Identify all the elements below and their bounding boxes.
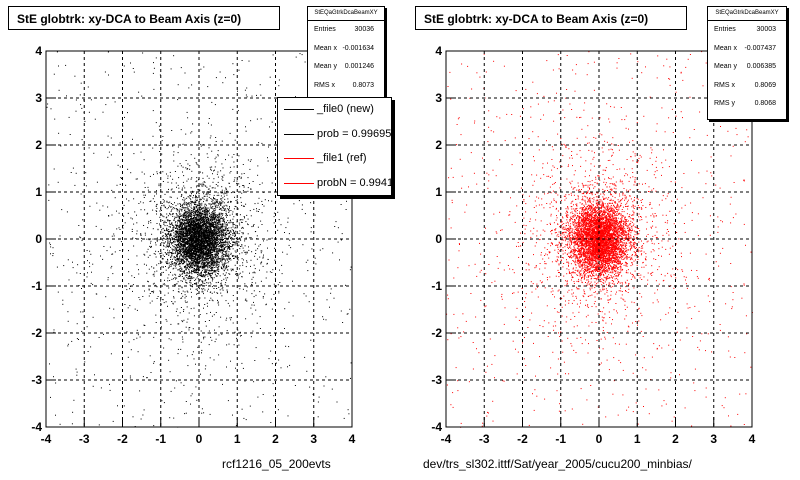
y-tick-label: -1 bbox=[431, 279, 442, 293]
legend-entry: _file0 (new) bbox=[278, 98, 391, 123]
left-stats-row: Mean y 0.001246 bbox=[314, 63, 374, 70]
legend-line-file0 bbox=[284, 109, 314, 110]
right-panel-title: StE globtrk: xy-DCA to Beam Axis (z=0) bbox=[415, 6, 687, 30]
y-tick-label: 0 bbox=[435, 232, 442, 246]
x-tick-label: -3 bbox=[479, 432, 490, 446]
x-tick-label: -3 bbox=[79, 432, 90, 446]
right-stats-row: RMS x 0.8069 bbox=[714, 81, 776, 89]
x-tick-label: -2 bbox=[517, 432, 528, 446]
y-tick-label: -3 bbox=[31, 373, 42, 387]
scatter-points bbox=[446, 51, 753, 428]
left-stats-row: Mean x -0.001634 bbox=[314, 44, 374, 52]
right-stats-row: Entries 30003 bbox=[714, 26, 776, 33]
y-tick-label: -4 bbox=[31, 420, 42, 434]
x-tick-label: 1 bbox=[234, 432, 241, 446]
legend-box: _file0 (new) prob = 0.996951 _file1 (ref… bbox=[277, 97, 392, 196]
x-tick-label: 3 bbox=[710, 432, 717, 446]
y-tick-label: 2 bbox=[435, 138, 442, 152]
y-tick-label: 3 bbox=[435, 91, 442, 105]
y-tick-label: 2 bbox=[35, 138, 42, 152]
right-stats-row: RMS y 0.8068 bbox=[714, 100, 776, 107]
right-stats-name: StEQaGtrkDcaBeamXY bbox=[708, 7, 786, 21]
right-stats-row: Mean x -0.007437 bbox=[714, 44, 776, 52]
x-tick-label: -2 bbox=[117, 432, 128, 446]
x-tick-label: 4 bbox=[749, 432, 756, 446]
left-panel-title: StE globtrk: xy-DCA to Beam Axis (z=0) bbox=[8, 6, 280, 30]
y-tick-label: -1 bbox=[31, 279, 42, 293]
right-footer: dev/trs_sl302.ittf/Sat/year_2005/cucu200… bbox=[423, 457, 692, 471]
x-tick-label: -1 bbox=[555, 432, 566, 446]
x-tick-label: 1 bbox=[634, 432, 641, 446]
right-stats-box: StEQaGtrkDcaBeamXY Entries 30003 Mean x -0… bbox=[707, 6, 787, 120]
left-stats-row: RMS x 0.8073 bbox=[314, 81, 374, 89]
x-tick-label: -4 bbox=[441, 432, 452, 446]
right-stats-row: Mean y 0.006385 bbox=[714, 63, 776, 70]
x-tick-label: 2 bbox=[272, 432, 279, 446]
y-tick-label: 4 bbox=[35, 44, 42, 58]
x-tick-label: 3 bbox=[310, 432, 317, 446]
legend-entry: probN = 0.994101 bbox=[278, 172, 391, 196]
y-tick-label: 1 bbox=[35, 185, 42, 199]
x-tick-label: -4 bbox=[41, 432, 52, 446]
legend-line-file1 bbox=[284, 158, 314, 159]
y-tick-label: -3 bbox=[431, 373, 442, 387]
plot-panel-1: -4 -3 -2 -1 0 1 2 3 4 -4 -3 -2 -1 0 1 2 3 4 bbox=[31, 44, 355, 446]
y-tick-label: -2 bbox=[431, 326, 442, 340]
scatter-points bbox=[46, 51, 352, 428]
left-footer: rcf1216_05_200evts bbox=[222, 457, 331, 471]
y-tick-label: 1 bbox=[435, 185, 442, 199]
y-tick-label: 4 bbox=[435, 44, 442, 58]
x-tick-label: 0 bbox=[596, 432, 603, 446]
legend-entry: _file1 (ref) bbox=[278, 147, 391, 172]
y-tick-label: 0 bbox=[35, 232, 42, 246]
plot-panel-2: -4 -3 -2 -1 0 1 2 3 4 -4 -3 -2 -1 0 1 2 3 4 bbox=[431, 44, 755, 446]
y-tick-label: -4 bbox=[431, 420, 442, 434]
left-stats-name: StEQaGtrkDcaBeamXY bbox=[308, 7, 384, 21]
legend-entry: prob = 0.996951 bbox=[278, 123, 391, 148]
x-tick-label: 4 bbox=[349, 432, 356, 446]
x-tick-label: 0 bbox=[196, 432, 203, 446]
y-tick-label: 3 bbox=[35, 91, 42, 105]
y-tick-label: -2 bbox=[31, 326, 42, 340]
legend-line-prob bbox=[284, 133, 314, 135]
left-stats-row: Entries 30036 bbox=[314, 26, 374, 33]
x-tick-label: -1 bbox=[155, 432, 166, 446]
x-tick-label: 2 bbox=[672, 432, 679, 446]
legend-line-probn bbox=[284, 182, 314, 184]
